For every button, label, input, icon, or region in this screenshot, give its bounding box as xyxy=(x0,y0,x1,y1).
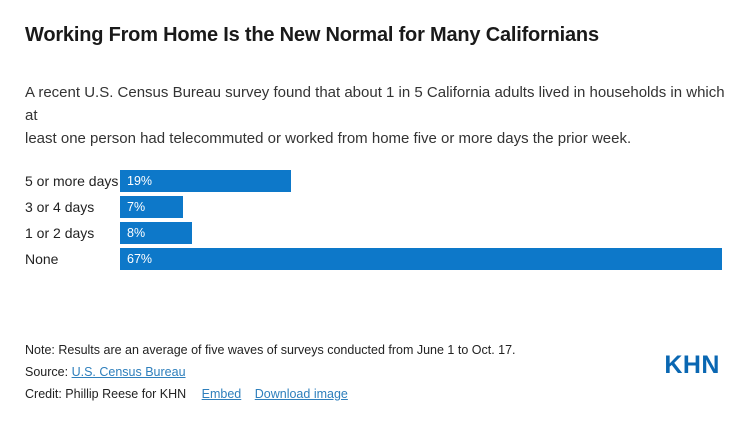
bar-value-label: 7% xyxy=(127,200,146,214)
chart-subtitle: A recent U.S. Census Bureau survey found… xyxy=(25,81,731,150)
bar: 19% xyxy=(120,170,291,192)
chart-subtitle-line-2: least one person had telecommuted or wor… xyxy=(25,130,632,147)
bar-row: 5 or more days 19% xyxy=(25,168,730,194)
chart-subtitle-line-1: A recent U.S. Census Bureau survey found… xyxy=(25,84,725,124)
bar-row: 3 or 4 days 7% xyxy=(25,194,730,220)
bar-track: 19% xyxy=(120,170,730,192)
bar: 8% xyxy=(120,222,192,244)
bar-value-label: 67% xyxy=(127,252,153,266)
bar-row: None 67% xyxy=(25,246,730,272)
category-label: 5 or more days xyxy=(25,173,119,189)
credit-line: Credit: Phillip Reese for KHN Embed Down… xyxy=(25,383,665,405)
bar-track: 8% xyxy=(120,222,730,244)
note-line: Note: Results are an average of five wav… xyxy=(25,343,516,357)
chart-footer: Note: Results are an average of five wav… xyxy=(25,339,665,405)
category-label: 1 or 2 days xyxy=(25,225,95,241)
credit-text: Credit: Phillip Reese for KHN xyxy=(25,387,187,401)
bar-track: 67% xyxy=(120,248,730,270)
source-label: Source: xyxy=(25,365,69,379)
chart-title: Working From Home Is the New Normal for … xyxy=(25,24,599,46)
khn-logo[interactable]: KHN xyxy=(664,351,720,379)
source-link[interactable]: U.S. Census Bureau xyxy=(71,365,186,379)
embed-link[interactable]: Embed xyxy=(201,387,242,401)
bar-value-label: 8% xyxy=(127,226,146,240)
bar-track: 7% xyxy=(120,196,730,218)
category-label: None xyxy=(25,251,59,267)
bar-chart: 5 or more days 19% 3 or 4 days 7% 1 or 2 day… xyxy=(25,168,730,272)
bar: 7% xyxy=(120,196,183,218)
bar: 67% xyxy=(120,248,722,270)
bar-row: 1 or 2 days 8% xyxy=(25,220,730,246)
source-line: Source: U.S. Census Bureau xyxy=(25,361,665,383)
bar-value-label: 19% xyxy=(127,174,153,188)
category-label: 3 or 4 days xyxy=(25,199,95,215)
download-image-link[interactable]: Download image xyxy=(254,387,348,401)
